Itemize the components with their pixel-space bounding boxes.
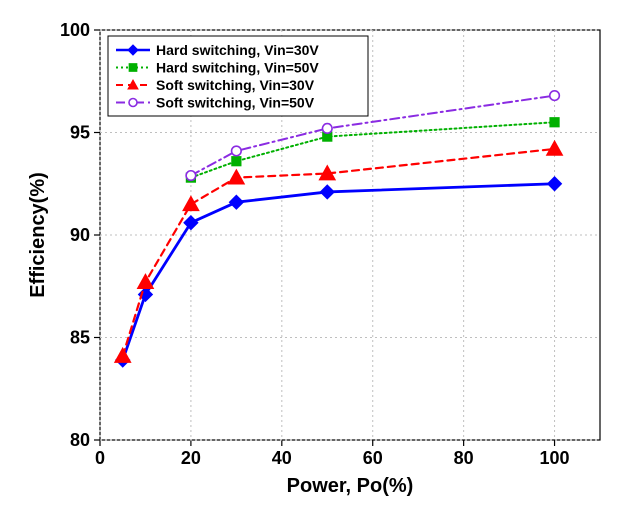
x-tick-label: 80 <box>454 448 474 468</box>
y-tick-label: 95 <box>70 123 90 143</box>
y-tick-label: 100 <box>60 20 90 40</box>
x-tick-label: 0 <box>95 448 105 468</box>
y-tick-label: 90 <box>70 225 90 245</box>
legend: Hard switching, Vin=30V Hard switching, V… <box>108 36 368 116</box>
y-tick-label: 80 <box>70 430 90 450</box>
x-axis-label: Power, Po(%) <box>287 475 414 497</box>
legend-label: Hard switching, Vin=50V <box>156 60 319 76</box>
y-axis-label: Efficiency(%) <box>27 172 49 298</box>
legend-label: Hard switching, Vin=30V <box>156 42 319 58</box>
legend-label: Soft switching, Vin=50V <box>156 95 315 111</box>
x-tick-label: 60 <box>363 448 383 468</box>
efficiency-chart: 0 20 40 60 80 100 80 85 90 95 100 Power, Po(%) Effic… <box>0 0 640 519</box>
x-tick-label: 40 <box>272 448 292 468</box>
x-tick-label: 20 <box>181 448 201 468</box>
y-tick-label: 85 <box>70 328 90 348</box>
chart-container: 0 20 40 60 80 100 80 85 90 95 100 Power, Po(%) Effic… <box>0 0 640 519</box>
legend-label: Soft switching, Vin=30V <box>156 77 315 93</box>
x-tick-label: 100 <box>540 448 570 468</box>
